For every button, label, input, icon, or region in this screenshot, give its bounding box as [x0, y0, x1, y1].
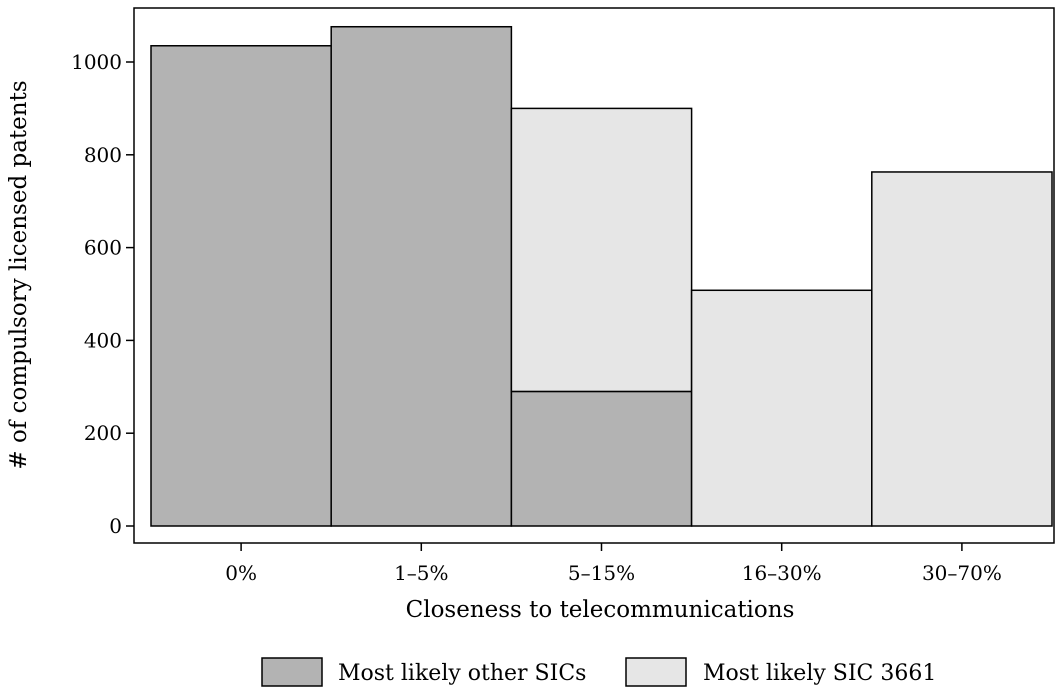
y-axis: 0 200 400 600 800 1000 — [71, 50, 134, 538]
bar-sic-3661-2 — [510, 107, 693, 393]
bar-other-sics-0 — [150, 45, 332, 527]
x-tick-label-0: 0% — [225, 561, 257, 585]
legend-label-0: Most likely other SICs — [338, 661, 586, 686]
legend: Most likely other SICs Most likely SIC 36… — [261, 657, 936, 687]
bar-sic-3661-4 — [871, 171, 1053, 527]
y-tick-label-1: 200 — [84, 421, 122, 445]
y-tick-label-5: 1000 — [71, 50, 122, 74]
bar-sic-3661-3 — [690, 289, 873, 527]
plot-frame — [133, 7, 1055, 544]
bars — [150, 25, 1053, 527]
plot-area — [133, 7, 1055, 544]
x-tick-label-2: 5–15% — [568, 561, 635, 585]
legend-label-1: Most likely SIC 3661 — [703, 661, 936, 686]
x-tick-label-1: 1–5% — [394, 561, 448, 585]
x-tick-label-4: 30–70% — [922, 561, 1002, 585]
y-tick-label-3: 600 — [84, 236, 122, 260]
x-axis-title: Closeness to telecommunications — [406, 597, 795, 623]
y-tick-label-0: 0 — [109, 514, 122, 538]
y-axis-title: # of compulsory licensed patents — [6, 80, 32, 469]
legend-swatch-0 — [261, 657, 323, 687]
legend-swatch-1 — [625, 657, 687, 687]
y-tick-label-4: 800 — [84, 143, 122, 167]
x-axis: 0% 1–5% 5–15% 16–30% 30–70% — [225, 543, 1002, 585]
bar-other-sics-2 — [510, 390, 693, 527]
bar-other-sics-1 — [330, 25, 513, 527]
x-tick-label-3: 16–30% — [742, 561, 822, 585]
y-tick-label-2: 400 — [84, 328, 122, 352]
